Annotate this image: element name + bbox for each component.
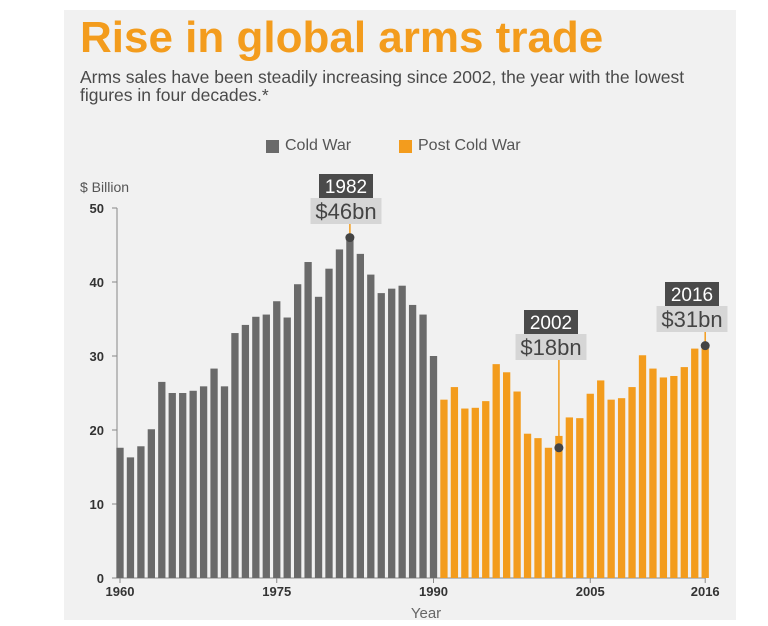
annotation-year-box bbox=[319, 174, 373, 198]
y-tick-label: 10 bbox=[90, 497, 104, 512]
bar-cold-war-1989 bbox=[419, 314, 427, 578]
bar-post-cold-war-1997 bbox=[503, 372, 511, 578]
bar-cold-war-1990 bbox=[429, 356, 438, 578]
annotations: 1982$46bn 2002$18bn 2016$31bn bbox=[310, 174, 728, 453]
bar-cold-war-1980 bbox=[325, 268, 333, 578]
bar-cold-war-1977 bbox=[294, 284, 302, 578]
annotation-year-label: 1982 bbox=[325, 177, 367, 198]
y-tick-label: 40 bbox=[90, 275, 104, 290]
bar-cold-war-1986 bbox=[388, 288, 396, 578]
y-tick-label: 30 bbox=[90, 349, 104, 364]
annotation-value-label: $46bn bbox=[315, 199, 376, 224]
bar-cold-war-1964 bbox=[158, 381, 166, 578]
bar-post-cold-war-2005 bbox=[586, 393, 594, 578]
bar-post-cold-war-2013 bbox=[670, 375, 678, 578]
bar-post-cold-war-2010 bbox=[638, 355, 647, 578]
bar-post-cold-war-1996 bbox=[492, 364, 500, 578]
bar-cold-war-1963 bbox=[147, 429, 155, 578]
bar-post-cold-war-2000 bbox=[534, 438, 542, 578]
legend-label-cold-war: Cold War bbox=[285, 137, 352, 154]
bar-cold-war-1970 bbox=[220, 386, 229, 578]
bar-cold-war-1987 bbox=[398, 285, 406, 578]
bar-cold-war-1978 bbox=[304, 262, 312, 578]
bar-post-cold-war-2012 bbox=[659, 377, 668, 578]
bar-cold-war-1981 bbox=[335, 249, 344, 578]
bar-cold-war-1982 bbox=[346, 237, 354, 578]
x-tick-label: 1990 bbox=[419, 584, 448, 599]
bar-post-cold-war-2003 bbox=[565, 417, 573, 578]
annotation-year-label: 2016 bbox=[671, 285, 713, 306]
y-axis-label: $ Billion bbox=[80, 179, 129, 195]
x-tick-label: 1975 bbox=[262, 584, 291, 599]
legend-label-post-cold-war: Post Cold War bbox=[418, 137, 521, 154]
bar-post-cold-war-1991 bbox=[440, 399, 448, 578]
annotation-marker bbox=[345, 233, 355, 243]
bar-post-cold-war-1993 bbox=[461, 408, 469, 578]
chart-title: Rise in global arms trade bbox=[80, 13, 604, 62]
annotation-year-box bbox=[524, 310, 578, 334]
x-axis-label: Year bbox=[411, 605, 441, 622]
bar-cold-war-1979 bbox=[314, 296, 323, 578]
annotation-year-box bbox=[665, 282, 719, 306]
bar-cold-war-1988 bbox=[408, 304, 417, 578]
legend-swatch-post-cold-war bbox=[399, 139, 412, 153]
bar-post-cold-war-2007 bbox=[607, 399, 615, 578]
annotation-value-box bbox=[656, 306, 728, 332]
chart-subtitle: Arms sales have been steadily increasing… bbox=[80, 67, 685, 105]
bar-post-cold-war-2014 bbox=[680, 367, 688, 578]
annotation-marker bbox=[554, 443, 564, 453]
legend-swatch-cold-war bbox=[266, 139, 279, 153]
bar-cold-war-1965 bbox=[168, 393, 176, 578]
bar-post-cold-war-2016 bbox=[701, 348, 709, 578]
bar-cold-war-1976 bbox=[283, 317, 291, 578]
x-tick-label: 1960 bbox=[106, 584, 135, 599]
annotation-value-box bbox=[310, 198, 382, 224]
bar-cold-war-1985 bbox=[377, 293, 385, 578]
bar-cold-war-1973 bbox=[252, 316, 260, 578]
bar-cold-war-1972 bbox=[241, 324, 250, 578]
bar-cold-war-1960 bbox=[116, 447, 124, 578]
bar-post-cold-war-2004 bbox=[576, 418, 584, 578]
bar-cold-war-1962 bbox=[137, 446, 145, 578]
y-tick-label: 0 bbox=[97, 571, 104, 586]
annotation-value-box bbox=[515, 334, 587, 360]
bar-post-cold-war-2009 bbox=[628, 387, 636, 578]
y-tick-label: 50 bbox=[90, 201, 104, 216]
bars bbox=[116, 237, 709, 578]
bar-post-cold-war-2008 bbox=[617, 398, 626, 578]
bar-post-cold-war-2011 bbox=[649, 368, 657, 578]
annotation-value-label: $18bn bbox=[520, 335, 581, 360]
bar-post-cold-war-1994 bbox=[471, 407, 479, 578]
bar-cold-war-1974 bbox=[262, 314, 270, 578]
annotation-2002: 2002$18bn bbox=[515, 310, 587, 453]
bar-post-cold-war-2006 bbox=[597, 380, 605, 578]
bar-post-cold-war-2015 bbox=[691, 348, 699, 578]
bar-cold-war-1971 bbox=[231, 333, 239, 578]
bar-post-cold-war-1992 bbox=[450, 387, 459, 578]
annotation-marker bbox=[700, 341, 710, 351]
bar-post-cold-war-1998 bbox=[513, 391, 521, 578]
x-tick-label: 2005 bbox=[576, 584, 605, 599]
bar-cold-war-1969 bbox=[210, 368, 218, 578]
legend-item-cold-war: Cold War bbox=[266, 137, 351, 155]
legend-item-post-cold-war: Post Cold War bbox=[399, 137, 521, 155]
bar-cold-war-1961 bbox=[126, 457, 135, 578]
annotation-year-label: 2002 bbox=[530, 313, 572, 334]
bar-cold-war-1975 bbox=[273, 301, 281, 578]
bar-cold-war-1984 bbox=[367, 274, 375, 578]
annotation-value-label: $31bn bbox=[661, 307, 722, 332]
bar-post-cold-war-2002 bbox=[555, 435, 563, 578]
bar-cold-war-1967 bbox=[189, 390, 197, 578]
x-tick-label: 2016 bbox=[691, 584, 720, 599]
bar-cold-war-1966 bbox=[179, 393, 187, 578]
bar-cold-war-1968 bbox=[199, 386, 208, 578]
bar-post-cold-war-2001 bbox=[544, 447, 553, 578]
bar-cold-war-1983 bbox=[356, 253, 364, 578]
bar-post-cold-war-1999 bbox=[523, 433, 532, 578]
annotation-1982: 1982$46bn bbox=[310, 174, 382, 243]
annotation-2016: 2016$31bn bbox=[656, 282, 728, 351]
y-tick-label: 20 bbox=[90, 423, 104, 438]
bar-post-cold-war-1995 bbox=[482, 401, 490, 578]
